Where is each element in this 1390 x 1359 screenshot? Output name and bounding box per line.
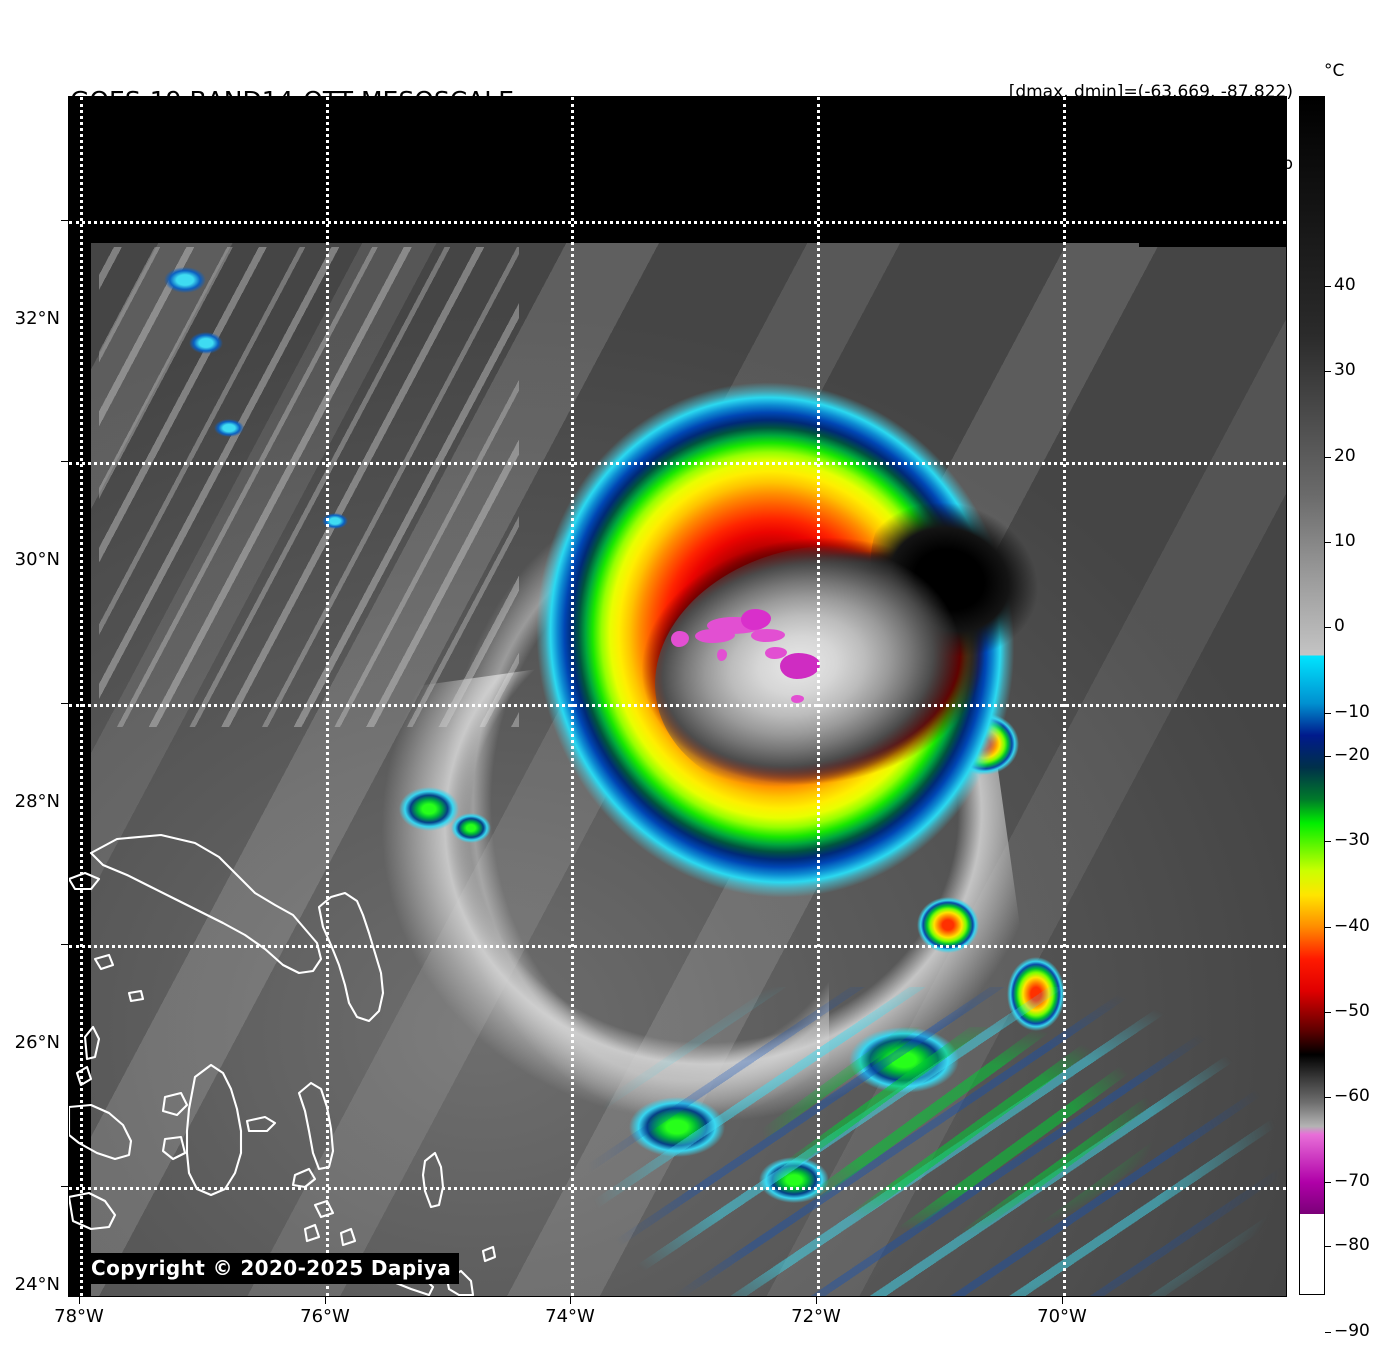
overshooting-top bbox=[780, 653, 820, 679]
lat-tick-mark bbox=[61, 220, 68, 221]
overshooting-top bbox=[791, 695, 804, 703]
overshooting-top bbox=[717, 649, 727, 661]
convective-cell bbox=[164, 267, 206, 293]
lon-tick-label: 76°W bbox=[300, 1306, 350, 1327]
colorbar-tick-mark bbox=[1325, 713, 1331, 714]
lat-tick-label: 30°N bbox=[14, 549, 60, 570]
colorbar-tick-mark bbox=[1325, 841, 1331, 842]
colorbar-tick-mark bbox=[1325, 1182, 1331, 1183]
colorbar-tick-label: 0 bbox=[1334, 616, 1345, 636]
colorbar-tick-label: 10 bbox=[1334, 531, 1356, 551]
lat-tick-mark bbox=[61, 703, 68, 704]
lon-tick-mark bbox=[570, 1297, 571, 1304]
lon-tick-label: 74°W bbox=[545, 1306, 595, 1327]
copyright-notice: Copyright © 2020-2025 Dapiya bbox=[83, 1253, 460, 1284]
lat-tick-mark bbox=[61, 944, 68, 945]
colorbar-tick-mark bbox=[1325, 457, 1331, 458]
satellite-map[interactable]: Copyright © 2020-2025 Dapiya bbox=[68, 96, 1287, 1297]
lat-tick-mark bbox=[61, 461, 68, 462]
colorbar-tick-label: −70 bbox=[1334, 1171, 1370, 1191]
lon-tick-label: 70°W bbox=[1037, 1306, 1087, 1327]
colorbar-tick-label: 30 bbox=[1334, 360, 1356, 380]
colorbar-tick-mark bbox=[1325, 756, 1331, 757]
colorbar-tick-label: −90 bbox=[1334, 1321, 1370, 1341]
colorbar-tick-label: −50 bbox=[1334, 1001, 1370, 1021]
no-data-region-northeast bbox=[1139, 97, 1286, 247]
lon-tick-mark bbox=[79, 1297, 80, 1304]
colorbar-tick-label: −80 bbox=[1334, 1235, 1370, 1255]
lon-tick-label: 78°W bbox=[54, 1306, 104, 1327]
convective-cell bbox=[399, 787, 459, 831]
satellite-imagery: Copyright © 2020-2025 Dapiya bbox=[69, 97, 1286, 1296]
lat-tick-label: 28°N bbox=[14, 791, 60, 812]
colorbar-tick-label: −60 bbox=[1334, 1086, 1370, 1106]
colorbar-tick-label: −30 bbox=[1334, 830, 1370, 850]
southeast-rainband-inner bbox=[709, 1027, 1189, 1277]
lon-tick-label: 72°W bbox=[791, 1306, 841, 1327]
lat-tick-label: 26°N bbox=[14, 1032, 60, 1053]
colorbar-tick-label: −40 bbox=[1334, 916, 1370, 936]
overshooting-top bbox=[671, 631, 689, 647]
overshooting-top bbox=[751, 629, 785, 642]
lon-tick-mark bbox=[1062, 1297, 1063, 1304]
lon-tick-mark bbox=[816, 1297, 817, 1304]
convective-cell bbox=[214, 419, 244, 437]
convective-cell bbox=[451, 813, 491, 843]
colorbar-tick-label: −10 bbox=[1334, 702, 1370, 722]
colorbar-tick-mark bbox=[1325, 1097, 1331, 1098]
colorbar-tick-label: 20 bbox=[1334, 446, 1356, 466]
colorbar-tick-mark bbox=[1325, 542, 1331, 543]
no-data-region-top bbox=[69, 97, 1286, 243]
colorbar-unit-label: °C bbox=[1324, 61, 1345, 81]
colorbar-tick-mark bbox=[1325, 286, 1331, 287]
colorbar-tick-label: −20 bbox=[1334, 745, 1370, 765]
convective-cell bbox=[189, 332, 223, 354]
overshooting-top bbox=[695, 629, 735, 643]
hurricane-erin-core bbox=[367, 192, 1211, 1082]
overshooting-top bbox=[741, 609, 771, 630]
colorbar-tick-mark bbox=[1325, 1012, 1331, 1013]
colorbar-tick-mark bbox=[1325, 1332, 1331, 1333]
no-data-region-left bbox=[69, 97, 91, 1296]
colorbar-tick-mark bbox=[1325, 627, 1331, 628]
lon-tick-mark bbox=[325, 1297, 326, 1304]
temperature-colorbar bbox=[1299, 96, 1325, 1295]
convective-cell bbox=[322, 513, 348, 529]
colorbar-tick-label: 40 bbox=[1334, 275, 1356, 295]
lat-tick-mark bbox=[61, 1186, 68, 1187]
colorbar-gradient bbox=[1300, 97, 1324, 1294]
lat-tick-label: 32°N bbox=[14, 308, 60, 329]
colorbar-tick-mark bbox=[1325, 927, 1331, 928]
colorbar-tick-mark bbox=[1325, 371, 1331, 372]
overshooting-top bbox=[765, 647, 787, 659]
lat-tick-label: 24°N bbox=[14, 1274, 60, 1295]
colorbar-tick-mark bbox=[1325, 1246, 1331, 1247]
